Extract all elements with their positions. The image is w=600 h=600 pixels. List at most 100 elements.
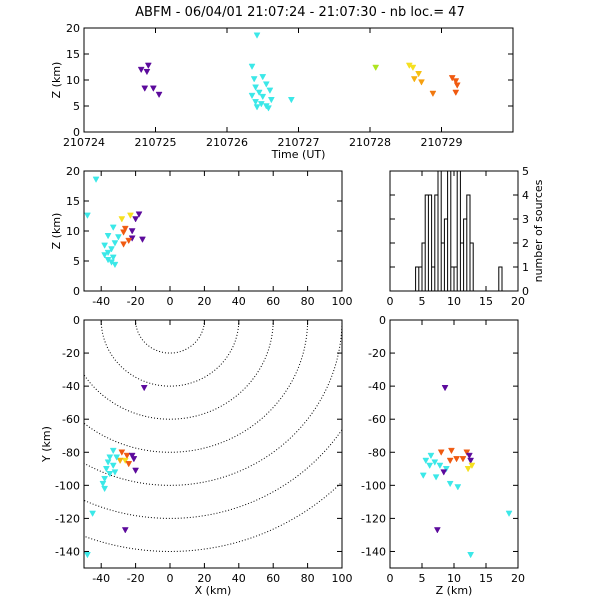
source-point bbox=[418, 79, 425, 86]
source-point bbox=[128, 228, 136, 235]
source-point bbox=[415, 71, 423, 78]
source-point bbox=[106, 471, 114, 478]
figure-title: ABFM - 06/04/01 21:07:24 - 21:07:30 - nb… bbox=[135, 5, 465, 20]
plot-area bbox=[84, 176, 146, 269]
x-tick-label: 5 bbox=[419, 572, 426, 585]
source-point bbox=[127, 212, 134, 219]
source-point bbox=[135, 211, 143, 218]
x-tick-label: 10 bbox=[447, 295, 461, 308]
source-point bbox=[101, 485, 109, 493]
x-tick-label: 60 bbox=[266, 572, 280, 585]
source-point bbox=[99, 480, 107, 488]
source-point bbox=[372, 64, 380, 72]
x-tick-label: -20 bbox=[127, 295, 145, 308]
source-point bbox=[141, 85, 149, 92]
source-point bbox=[446, 457, 454, 465]
source-point bbox=[121, 527, 129, 534]
source-point bbox=[419, 472, 427, 479]
histogram-line bbox=[390, 171, 518, 291]
source-point bbox=[123, 452, 131, 460]
source-point bbox=[426, 462, 434, 470]
x-tick-label: 20 bbox=[197, 572, 211, 585]
plot-frame bbox=[83, 27, 514, 133]
y-tick-label: 5 bbox=[522, 165, 529, 178]
source-point bbox=[429, 90, 437, 98]
charts-group: 210724 210725 210726 210727 210728 2107290510… bbox=[40, 22, 545, 597]
x-tick-label: 20 bbox=[511, 295, 525, 308]
source-point bbox=[128, 452, 136, 460]
y-tick-label: 15 bbox=[66, 48, 80, 61]
source-point bbox=[452, 78, 460, 85]
source-point bbox=[92, 176, 100, 183]
source-point bbox=[104, 233, 112, 240]
y-tick-label: 20 bbox=[66, 165, 80, 178]
source-point bbox=[139, 236, 146, 243]
chart-x-height: -40 -20 0 20 40 60 80 100 0 5 10 15 20 Z (km) bbox=[50, 165, 353, 308]
source-point bbox=[465, 452, 473, 460]
y-tick-label: -20 bbox=[62, 347, 80, 360]
x-tick-label: 40 bbox=[232, 295, 246, 308]
x-tick-label: 0 bbox=[167, 572, 174, 585]
source-point bbox=[265, 105, 272, 112]
chart-plan-view: -40 -20 0 20 40 60 80 100 0 -20 -40 -60 -80 -100 -120 -… bbox=[40, 314, 353, 597]
range-ring bbox=[100, 320, 240, 387]
source-point bbox=[118, 449, 126, 456]
x-tick-label: 210726 bbox=[206, 136, 248, 149]
source-point bbox=[442, 466, 450, 473]
source-point bbox=[144, 62, 152, 69]
source-point bbox=[118, 216, 126, 223]
x-axis-label: Time (UT) bbox=[271, 148, 326, 161]
y-tick-label: -100 bbox=[55, 479, 80, 492]
source-point bbox=[143, 68, 151, 76]
y-tick-label: 15 bbox=[66, 195, 80, 208]
y-tick-label: 10 bbox=[66, 74, 80, 87]
plot-area bbox=[390, 171, 518, 291]
source-point bbox=[253, 104, 261, 111]
x-tick-label: -20 bbox=[127, 572, 145, 585]
source-point bbox=[132, 216, 140, 223]
y-tick-label: -120 bbox=[55, 512, 80, 525]
y-tick-label: 4 bbox=[522, 189, 529, 202]
source-point bbox=[453, 456, 460, 463]
y-tick-label: 1 bbox=[522, 261, 529, 274]
source-point bbox=[137, 66, 145, 74]
source-point bbox=[422, 457, 430, 465]
y-tick-label: 20 bbox=[66, 22, 80, 35]
x-tick-label: 10 bbox=[447, 572, 461, 585]
x-tick-label: 20 bbox=[197, 295, 211, 308]
source-point bbox=[106, 454, 114, 461]
source-point bbox=[287, 97, 295, 104]
source-point bbox=[109, 254, 117, 261]
plot-area bbox=[84, 320, 342, 559]
source-point bbox=[125, 461, 133, 468]
source-point bbox=[155, 91, 163, 99]
source-point bbox=[84, 552, 91, 559]
source-point bbox=[101, 252, 109, 259]
y-axis-label: Z (km) bbox=[50, 62, 63, 99]
source-point bbox=[125, 237, 133, 245]
source-point bbox=[252, 84, 260, 91]
source-point bbox=[114, 234, 122, 241]
source-point bbox=[111, 261, 119, 269]
plot-area bbox=[137, 32, 461, 112]
source-point bbox=[432, 474, 440, 481]
x-tick-label: 20 bbox=[511, 572, 525, 585]
source-point bbox=[427, 452, 435, 460]
source-point bbox=[121, 457, 129, 465]
x-tick-label: -40 bbox=[92, 572, 110, 585]
source-point bbox=[463, 449, 471, 456]
source-point bbox=[262, 81, 270, 88]
source-point bbox=[255, 89, 263, 97]
source-point bbox=[108, 246, 115, 253]
source-point bbox=[120, 229, 127, 236]
source-point bbox=[120, 241, 127, 248]
source-point bbox=[102, 466, 110, 473]
x-tick-label: 210729 bbox=[421, 136, 463, 149]
y-tick-label: -80 bbox=[368, 446, 386, 459]
source-point bbox=[437, 449, 445, 456]
y-tick-label: 3 bbox=[522, 213, 529, 226]
source-point bbox=[454, 484, 462, 491]
x-tick-label: 0 bbox=[167, 295, 174, 308]
